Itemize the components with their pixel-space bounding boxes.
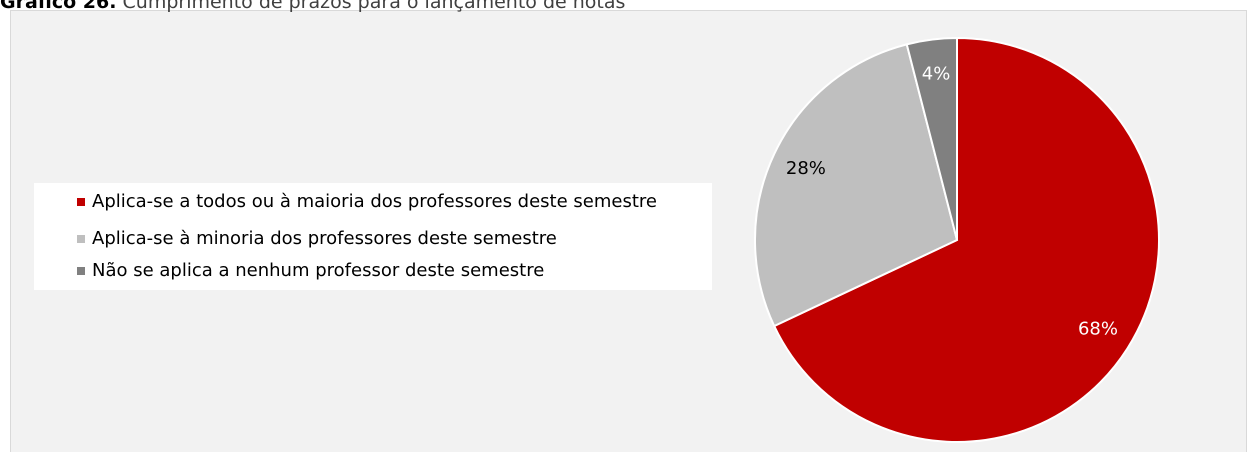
legend-swatch <box>77 198 85 206</box>
pie-slice <box>772 36 1160 443</box>
legend-label: Aplica-se a todos ou à maioria dos profe… <box>92 191 657 212</box>
legend-label: Não se aplica a nenhum professor deste s… <box>92 260 544 281</box>
legend-swatch <box>77 267 85 275</box>
title-text: Cumprimento de prazos para o lançamento … <box>123 0 626 13</box>
data-label: 28% <box>786 158 826 179</box>
figure-label: Gráfico 26. <box>0 0 116 13</box>
pie-slice <box>754 43 959 328</box>
data-label: 4% <box>922 63 951 84</box>
legend-swatch <box>77 235 85 243</box>
chart-title: Gráfico 26. Cumprimento de prazos para o… <box>0 0 625 13</box>
data-label: 68% <box>1078 318 1118 339</box>
legend-box <box>34 183 712 290</box>
pie-slice <box>905 36 958 241</box>
legend-label: Aplica-se à minoria dos professores dest… <box>92 228 557 249</box>
